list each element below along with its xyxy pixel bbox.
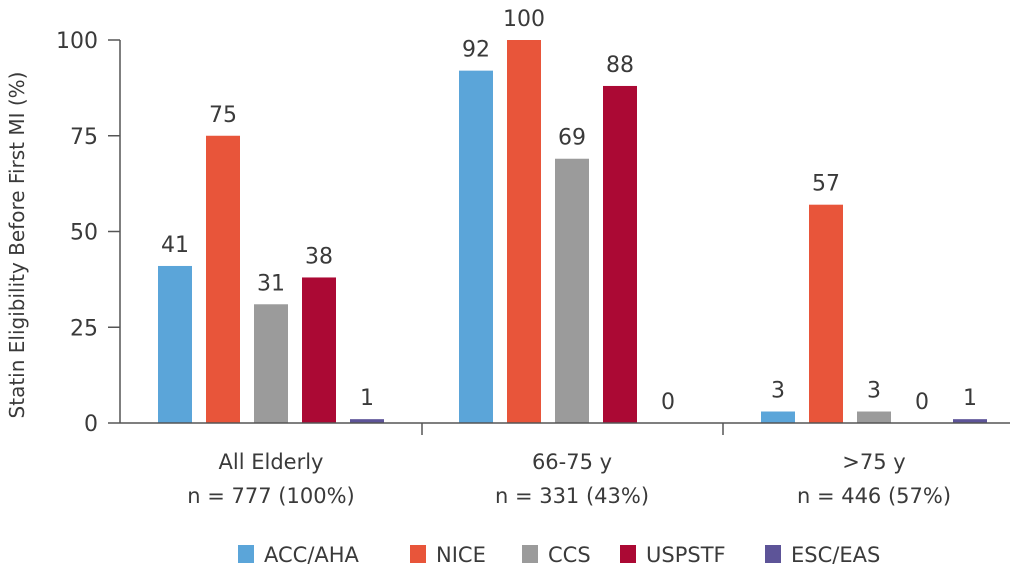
bar	[555, 158, 589, 424]
legend-label: USPSTF	[646, 543, 726, 567]
y-axis-label: Statin Eligibility Before First MI (%)	[5, 72, 29, 419]
data-label: 69	[558, 126, 586, 151]
data-label: 3	[867, 379, 881, 404]
x-axis: All Elderly n = 777 (100%) 66-75 y n = 331 …	[120, 422, 1010, 508]
legend-label: NICE	[436, 543, 486, 567]
data-label: 41	[161, 233, 189, 258]
bar	[158, 265, 192, 423]
y-axis: 0 25 50 75 100	[56, 29, 121, 437]
data-label: 1	[360, 386, 374, 411]
data-label: 0	[915, 390, 929, 415]
legend-swatch	[620, 545, 636, 563]
bar	[507, 40, 541, 423]
data-label: 31	[257, 271, 285, 296]
data-label: 0	[661, 390, 675, 415]
y-tick-label: 75	[70, 125, 98, 150]
category-sublabel: n = 446 (57%)	[797, 484, 951, 508]
legend-swatch	[238, 545, 254, 563]
y-tick-label: 0	[84, 412, 98, 437]
category-sublabel: n = 331 (43%)	[495, 484, 649, 508]
bar	[603, 85, 637, 424]
category-label: All Elderly	[219, 450, 324, 474]
legend-swatch	[410, 545, 426, 563]
y-tick-label: 25	[70, 316, 98, 341]
bar	[809, 204, 843, 423]
legend-label: CCS	[548, 543, 591, 567]
legend-label: ACC/AHA	[264, 543, 360, 567]
data-label: 38	[305, 244, 333, 269]
data-label: 100	[503, 7, 545, 32]
bars: 41 75 31 38 1 92 100 69 88 0 3 57 3 0 1	[158, 7, 987, 424]
bar	[953, 419, 987, 423]
bar	[350, 419, 384, 423]
bar	[459, 70, 493, 423]
data-label: 1	[963, 386, 977, 411]
legend-label: ESC/EAS	[791, 543, 880, 567]
bar	[857, 411, 891, 423]
legend: ACC/AHA NICE CCS USPSTF ESC/EAS	[238, 543, 880, 567]
y-tick-label: 50	[70, 221, 98, 246]
category-label: 66-75 y	[532, 450, 612, 474]
bar	[206, 135, 240, 423]
category-sublabel: n = 777 (100%)	[187, 484, 354, 508]
bar	[302, 277, 336, 423]
data-label: 92	[462, 38, 490, 63]
bar	[254, 304, 288, 423]
data-label: 57	[812, 172, 840, 197]
bar	[761, 411, 795, 423]
data-label: 3	[771, 379, 785, 404]
data-label: 88	[606, 53, 634, 78]
data-label: 75	[209, 103, 237, 128]
legend-swatch	[522, 545, 538, 563]
category-label: >75 y	[842, 450, 905, 474]
legend-swatch	[765, 545, 781, 563]
y-tick-label: 100	[56, 29, 98, 54]
